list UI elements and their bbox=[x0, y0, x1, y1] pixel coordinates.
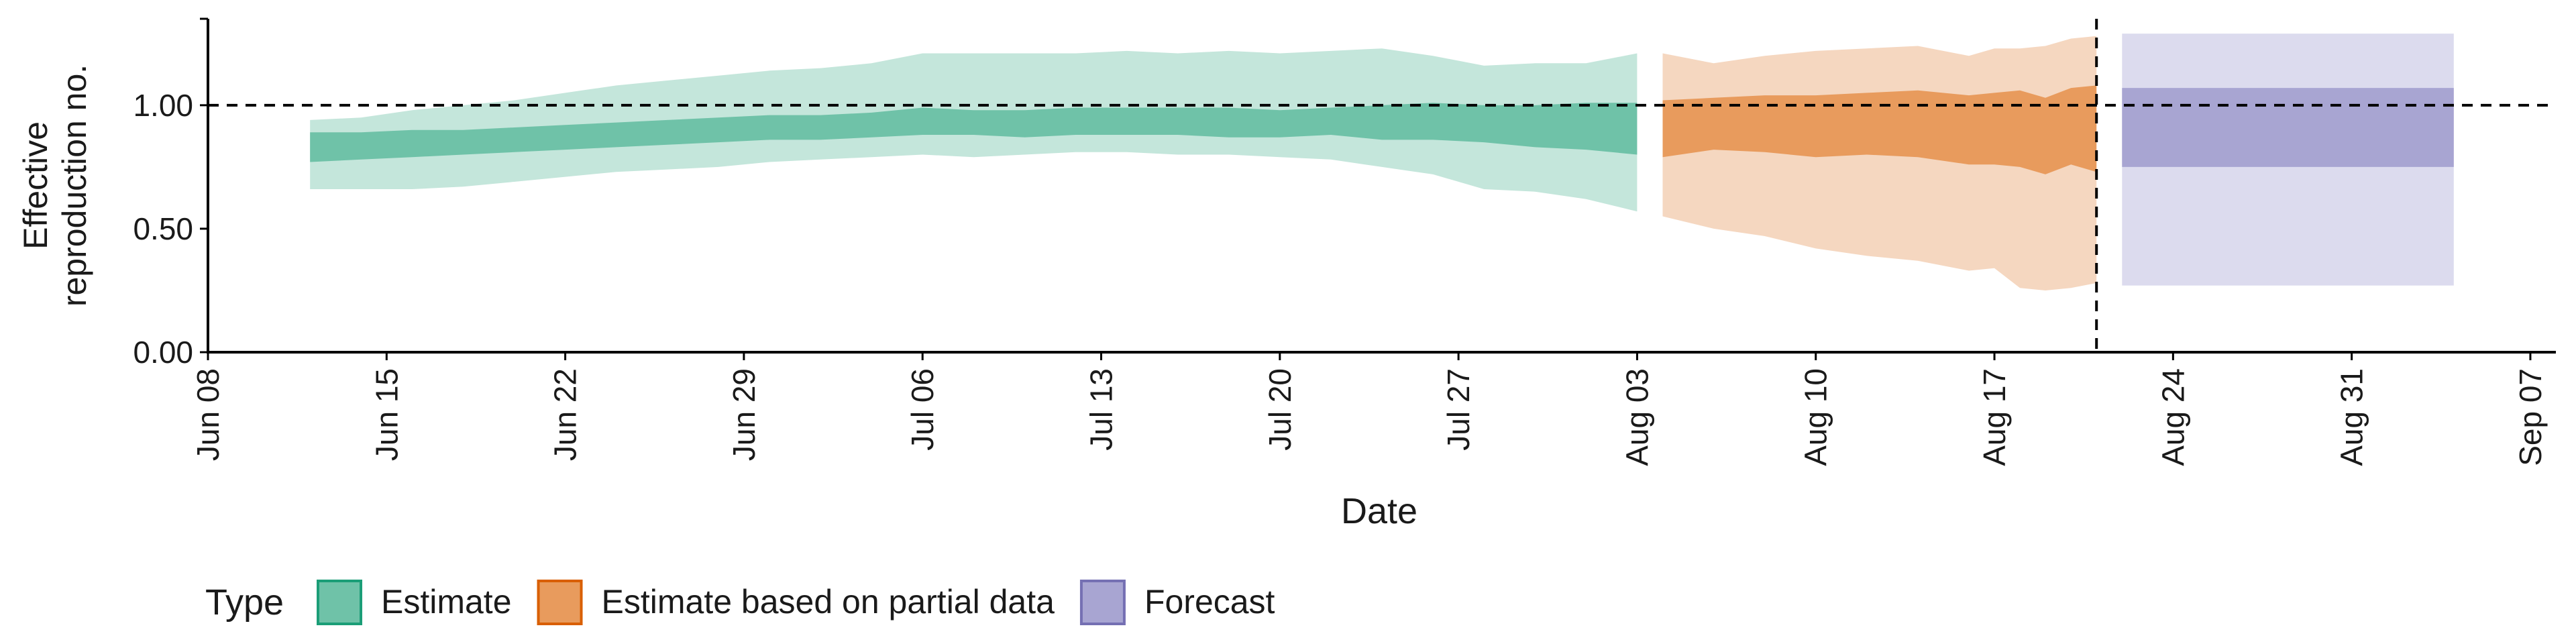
y-tick-label: 0.50 bbox=[133, 211, 193, 246]
x-tick-label: Aug 03 bbox=[1619, 368, 1654, 466]
band-50-estimate-based-on-partial-data bbox=[1662, 85, 2097, 174]
legend-label-forecast: Forecast bbox=[1144, 583, 1275, 621]
x-tick-label: Jul 13 bbox=[1084, 368, 1119, 451]
legend-label-estimate-based-on-partial-data: Estimate based on partial data bbox=[602, 583, 1055, 621]
x-axis-ticks: Jun 08 Jun 15 Jun 22 Jun 29 Jul 06 Jul 13 Jul … bbox=[191, 352, 2548, 466]
x-tick-label: Jun 22 bbox=[548, 368, 583, 461]
x-tick-label: Sep 07 bbox=[2513, 368, 2548, 466]
legend-swatch-estimate bbox=[317, 580, 362, 625]
x-tick-label: Jul 06 bbox=[905, 368, 940, 451]
legend-label-estimate: Estimate bbox=[381, 583, 512, 621]
legend-title: Type bbox=[205, 582, 284, 623]
x-tick-label: Jul 27 bbox=[1441, 368, 1476, 451]
y-axis-title: Effectivereproduction no. bbox=[17, 64, 93, 307]
x-tick-label: Jun 08 bbox=[191, 368, 225, 461]
x-axis-title: Date bbox=[1341, 491, 1417, 531]
x-tick-label: Jun 15 bbox=[369, 368, 404, 461]
y-axis-title-line: Effective bbox=[17, 121, 54, 250]
x-tick-label: Aug 24 bbox=[2155, 368, 2190, 466]
legend: Type Estimate Estimate based on partial d… bbox=[205, 580, 1275, 625]
legend-swatch-estimate-based-on-partial-data bbox=[537, 580, 583, 625]
y-axis-ticks: 0.00 0.50 1.00 bbox=[133, 17, 208, 370]
x-tick-label: Jun 29 bbox=[727, 368, 761, 461]
y-tick-label: 1.00 bbox=[133, 88, 193, 123]
legend-items: Estimate Estimate based on partial data Fo… bbox=[317, 580, 1275, 625]
legend-swatch-forecast bbox=[1079, 580, 1126, 625]
credible-interval-bands bbox=[310, 34, 2454, 291]
x-tick-label: Jul 20 bbox=[1263, 368, 1297, 451]
x-tick-label: Aug 31 bbox=[2334, 368, 2369, 466]
x-tick-label: Aug 10 bbox=[1799, 368, 1833, 466]
x-tick-label: Aug 17 bbox=[1977, 368, 2012, 466]
y-axis-title-line: reproduction no. bbox=[56, 64, 93, 307]
y-tick-label: 0.00 bbox=[133, 335, 193, 370]
band-50-forecast bbox=[2122, 88, 2454, 167]
band-50-estimate bbox=[310, 103, 1638, 162]
